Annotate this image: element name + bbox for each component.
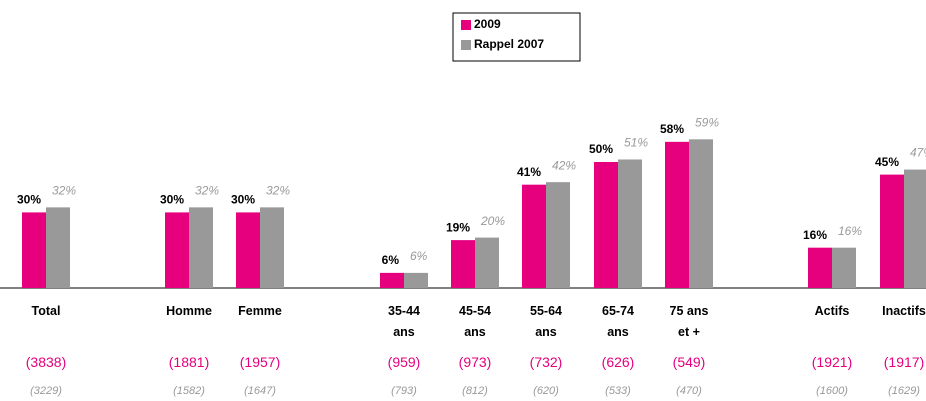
bar — [546, 182, 570, 288]
value-label: 32% — [52, 184, 76, 198]
sample-size: (732) — [529, 354, 563, 370]
sample-size: (549) — [672, 354, 706, 370]
value-label: 16% — [838, 224, 862, 238]
sample-size: (1582) — [173, 385, 205, 397]
sample-size: (959) — [387, 354, 421, 370]
value-label: 30% — [160, 193, 184, 207]
bar — [832, 247, 856, 288]
bar — [451, 240, 475, 288]
sample-size: (1647) — [244, 385, 276, 397]
x-tick-label: Actifs — [814, 304, 850, 318]
value-label: 42% — [552, 158, 576, 172]
sample-size: (1917) — [883, 354, 925, 370]
sample-size: (1881) — [168, 354, 210, 370]
x-tick-label: Inactifs — [882, 304, 926, 318]
sample-size: (1921) — [811, 354, 853, 370]
sample-size: (1957) — [239, 354, 281, 370]
value-label: 30% — [231, 193, 255, 207]
sample-size: (793) — [391, 385, 417, 397]
x-tick-label: 75 ans et + — [669, 304, 709, 339]
bar — [880, 174, 904, 288]
bar — [475, 237, 499, 288]
bar — [46, 207, 70, 288]
value-label: 41% — [517, 165, 541, 179]
bar — [904, 169, 926, 288]
legend-swatch — [461, 40, 471, 50]
sample-size: (620) — [533, 385, 559, 397]
bar — [404, 272, 428, 288]
legend-label: Rappel 2007 — [474, 37, 544, 51]
bar — [380, 272, 404, 288]
sample-size: (626) — [601, 354, 635, 370]
value-label: 45% — [875, 155, 899, 169]
value-label: 51% — [624, 136, 648, 150]
sample-size: (470) — [676, 385, 702, 397]
bar — [165, 212, 189, 288]
legend-label: 2009 — [474, 17, 501, 31]
bar — [808, 247, 832, 288]
sample-size: (973) — [458, 354, 492, 370]
x-tick-label: Femme — [238, 304, 282, 318]
sample-size: (3229) — [30, 385, 62, 397]
legend-swatch — [461, 20, 471, 30]
bar — [522, 184, 546, 288]
value-label: 6% — [382, 253, 400, 267]
value-label: 32% — [266, 184, 290, 198]
bar — [594, 162, 618, 288]
legend-box — [452, 12, 581, 62]
x-tick-label: Homme — [166, 304, 212, 318]
sample-size: (1629) — [888, 385, 920, 397]
bar — [689, 139, 713, 288]
x-tick-label: 45-54 ans — [459, 304, 491, 339]
bar — [189, 207, 213, 288]
x-tick-label: Total — [31, 304, 61, 318]
sample-size: (1600) — [816, 385, 848, 397]
value-label: 47% — [910, 146, 926, 160]
bar — [665, 141, 689, 288]
value-label: 16% — [803, 228, 827, 242]
bar — [618, 159, 642, 288]
value-label: 50% — [589, 142, 613, 156]
sample-size: (3838) — [25, 354, 67, 370]
bar — [22, 212, 46, 288]
sample-size: (812) — [462, 385, 488, 397]
sample-size: (533) — [605, 385, 631, 397]
x-tick-label: 65-74 ans — [602, 304, 634, 339]
value-label: 20% — [480, 214, 505, 228]
value-label: 30% — [17, 193, 41, 207]
value-label: 58% — [660, 122, 684, 136]
value-label: 19% — [446, 220, 470, 234]
bar — [236, 212, 260, 288]
bar — [260, 207, 284, 288]
value-label: 59% — [695, 115, 719, 129]
x-tick-label: 35-44 ans — [388, 304, 420, 339]
value-label: 6% — [410, 249, 428, 263]
x-tick-label: 55-64 ans — [530, 304, 562, 339]
value-label: 32% — [195, 184, 219, 198]
